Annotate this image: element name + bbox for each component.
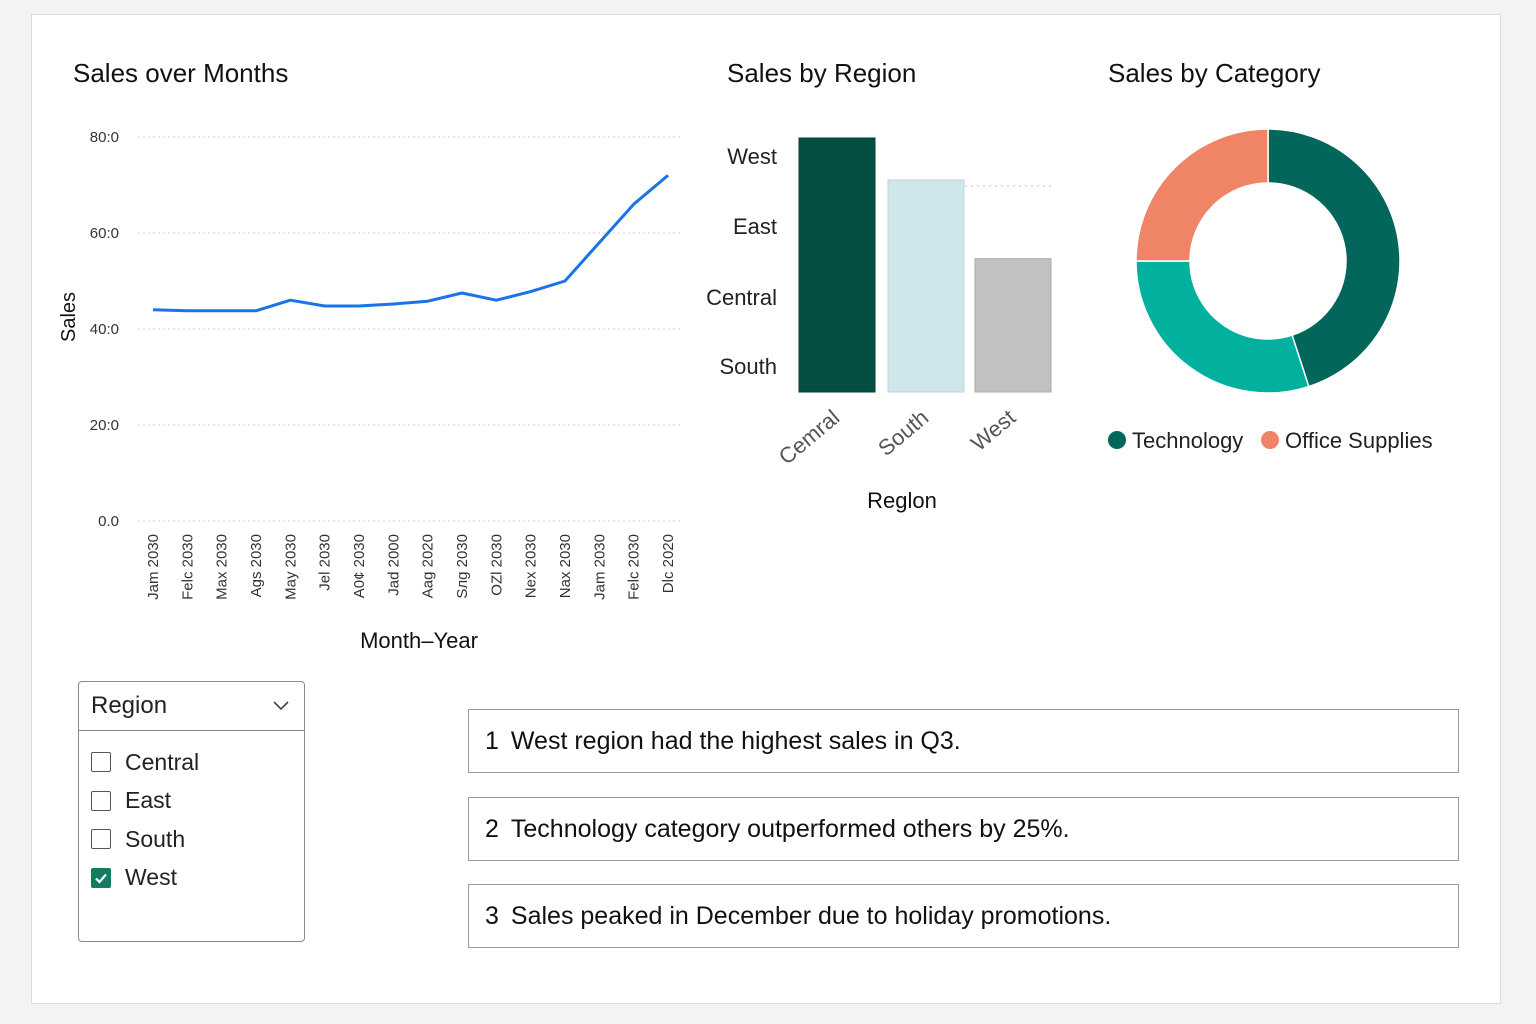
line-x-tick-label: Max 2030 (214, 534, 231, 600)
line-y-tick-label: 80:0 (90, 129, 119, 146)
sales-by-region-chart: West East Central South Cemral South West Reglo… (706, 137, 1055, 513)
line-y-tick-label: 40:0 (90, 321, 119, 338)
line-x-tick-label: Sлg 2030 (454, 534, 471, 599)
insight-text: Sales peaked in December due to holiday … (510, 901, 1112, 930)
line-x-tick-label: Ags 2030 (248, 534, 265, 597)
legend-marker (1108, 431, 1126, 449)
insight-text: West region had the highest sales in Q3. (510, 726, 961, 755)
bar-x-tick-label: Cemral (774, 405, 844, 470)
line-x-tick-label: Jel 2030 (317, 534, 334, 591)
line-x-tick-label: Jam 2030 (591, 534, 608, 600)
line-y-tick-label: 20:0 (90, 417, 119, 434)
region-slicer-header[interactable]: Region (79, 682, 304, 731)
line-x-tick-label: A0¢ 2030 (351, 534, 368, 598)
line-y-axis-title: Sales (58, 292, 80, 342)
checkbox-east[interactable] (91, 790, 111, 811)
checkbox-south[interactable] (91, 829, 111, 850)
sales-series-line (152, 174, 669, 313)
insight-number: 1 (485, 726, 499, 755)
legend-marker (1261, 431, 1279, 449)
category-slice (1267, 128, 1401, 388)
line-x-tick-label: Dlc 2020 (660, 534, 677, 593)
bar-y-tick-label: South (720, 354, 778, 379)
region-bar (798, 137, 876, 393)
sales-by-category-chart: Technology Office Supplies (1108, 128, 1433, 453)
bar-x-tick-label: South (873, 405, 933, 461)
region-bar (887, 179, 965, 393)
line-x-tick-label: Felc 2030 (626, 534, 643, 600)
line-x-tick-label: Felc 2030 (179, 534, 196, 600)
slicer-item-label: Central (125, 748, 200, 775)
category-slice (1135, 128, 1269, 262)
checkbox-west[interactable] (91, 867, 111, 888)
bar-chart-title: Sales by Region (727, 58, 917, 88)
region-slicer-title: Region (91, 692, 168, 719)
legend-label: Technology (1132, 428, 1243, 453)
slicer-item-south[interactable]: South (79, 820, 304, 859)
line-y-tick-label: 60:0 (90, 225, 119, 242)
slicer-item-label: West (125, 864, 177, 891)
bar-x-axis-title: Reglon (867, 488, 937, 513)
line-x-tick-label: OZl 2030 (488, 534, 505, 596)
check-icon (95, 873, 107, 884)
bar-y-tick-label: West (727, 144, 777, 169)
slicer-item-central[interactable]: Central (79, 743, 304, 782)
insight-text: Technology category outperformed others … (510, 814, 1070, 843)
line-x-axis-title: Month–Year (360, 628, 478, 653)
bar-x-tick-label: West (966, 405, 1020, 456)
category-slice (1135, 260, 1310, 394)
region-bar (974, 258, 1052, 393)
slicer-item-label: East (125, 787, 172, 814)
insight-number: 2 (485, 814, 499, 843)
insight-card-1: 1 West region had the highest sales in Q… (468, 709, 1459, 773)
chevron-down-icon[interactable] (272, 696, 290, 714)
legend-label: Office Supplies (1285, 428, 1433, 453)
bar-y-tick-label: Central (706, 285, 777, 310)
region-slicer: Region Central East South West (78, 681, 305, 942)
line-y-tick-label: 0.0 (98, 513, 119, 530)
slicer-item-east[interactable]: East (79, 782, 304, 821)
slicer-item-west[interactable]: West (79, 859, 304, 898)
bar-y-tick-label: East (733, 214, 777, 239)
line-x-tick-label: Nax 2030 (557, 534, 574, 598)
line-x-tick-label: Nex 2030 (523, 534, 540, 598)
insight-card-3: 3 Sales peaked in December due to holida… (468, 884, 1459, 948)
slicer-item-label: South (125, 825, 186, 852)
checkbox-central[interactable] (91, 752, 111, 773)
sales-over-months-chart: 80:0 60:0 40:0 20:0 0.0 Jam 2030 Felc 2030 Max … (58, 129, 680, 653)
line-x-tick-label: Jad 2000 (385, 534, 402, 596)
donut-chart-title: Sales by Category (1108, 58, 1321, 88)
line-chart-title: Sales over Months (73, 58, 289, 88)
line-x-tick-label: Jam 2030 (145, 534, 162, 600)
insight-card-2: 2 Technology category outperformed other… (468, 797, 1459, 861)
insight-number: 3 (485, 901, 499, 930)
line-x-tick-label: Aag 2020 (420, 534, 437, 598)
line-x-tick-label: May 2030 (282, 534, 299, 600)
